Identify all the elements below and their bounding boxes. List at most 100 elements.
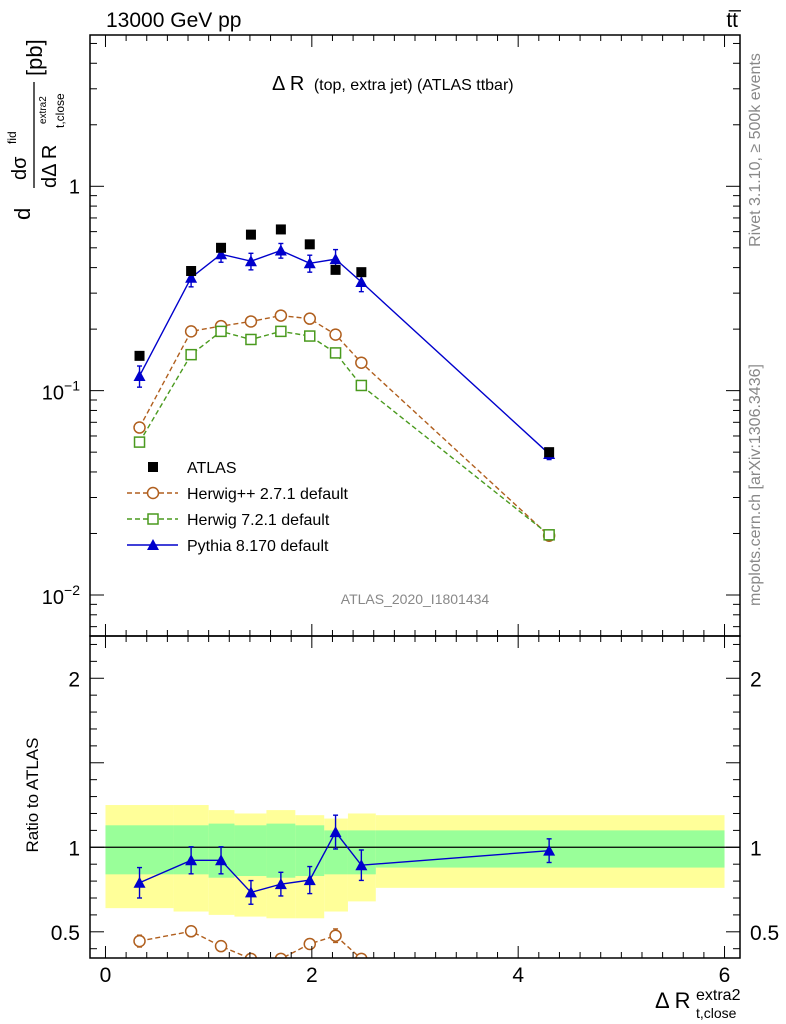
data-point bbox=[303, 312, 317, 325]
data-point bbox=[245, 333, 257, 346]
data-point bbox=[304, 330, 316, 342]
ylabel-prefix: d bbox=[10, 208, 35, 220]
series-line bbox=[138, 330, 550, 536]
xlabel-sup: extra2 bbox=[696, 987, 741, 1004]
legend-entry-pythia-8-170-default: Pythia 8.170 default bbox=[127, 538, 329, 555]
legend: ATLAS Herwig++ 2.7.1 default Herwig 7.2.1 … bbox=[127, 460, 349, 555]
data-point bbox=[133, 369, 146, 381]
x-tick-label: 0 bbox=[100, 964, 112, 987]
upper-ylabel: d dσ fid dΔ R t,close extra2 [pb] bbox=[5, 39, 67, 220]
ratio-point bbox=[133, 876, 146, 888]
ratio-y-tick-label: 1 bbox=[68, 837, 80, 860]
lower-ylabel: Ratio to ATLAS bbox=[23, 738, 42, 853]
legend-entry-herwig-2-7-1-default: Herwig++ 2.7.1 default bbox=[127, 486, 349, 503]
data-point bbox=[329, 347, 342, 359]
ylabel-denominator: dΔ R bbox=[39, 145, 61, 188]
y-tick-label: 10−1 bbox=[42, 378, 80, 405]
data-point bbox=[215, 248, 228, 260]
ratio-point bbox=[329, 826, 342, 838]
data-point bbox=[355, 276, 368, 288]
legend-marker bbox=[148, 462, 158, 472]
ylabel-unit: [pb] bbox=[22, 39, 47, 76]
x-axis-label: Δ R extra2 t,close bbox=[655, 987, 741, 1021]
ratio-point bbox=[274, 952, 288, 958]
ratio-point bbox=[215, 854, 228, 866]
data-point bbox=[185, 271, 198, 283]
series-pythia-8-170-default bbox=[133, 242, 556, 461]
data-point bbox=[544, 447, 555, 458]
legend-marker bbox=[146, 486, 160, 500]
ylabel-numerator-sup: fid bbox=[5, 131, 19, 144]
y-tick-label: 1 bbox=[69, 176, 80, 198]
series-herwig-7-2-1-default bbox=[133, 325, 555, 541]
data-point bbox=[274, 309, 288, 322]
legend-marker bbox=[147, 513, 159, 525]
series-line bbox=[138, 249, 550, 455]
data-point bbox=[329, 253, 342, 265]
legend-entry-atlas: ATLAS bbox=[148, 460, 237, 477]
ratio-point bbox=[355, 952, 368, 958]
legend-label: ATLAS bbox=[187, 460, 237, 477]
ratio-point bbox=[214, 939, 228, 953]
ratio-y-tick-label-right: 2 bbox=[750, 668, 762, 691]
ratio-pythia-8-170-default bbox=[133, 814, 556, 905]
analysis-label: ATLAS_2020_I1801434 bbox=[341, 591, 490, 607]
data-point bbox=[216, 242, 227, 253]
inner-band-bin bbox=[105, 825, 174, 875]
ratio-point bbox=[329, 929, 342, 942]
ratio-point bbox=[185, 854, 198, 866]
ylabel-denominator-sub: t,close bbox=[53, 93, 67, 128]
data-point bbox=[244, 315, 258, 328]
main-title: Δ R (top, extra jet) (ATLAS ttbar) bbox=[272, 73, 514, 95]
ratio-point bbox=[244, 886, 257, 898]
ratio-point bbox=[355, 859, 368, 871]
ratio-point bbox=[274, 878, 287, 890]
data-point bbox=[274, 244, 287, 256]
ratio-y-tick-label: 2 bbox=[68, 668, 80, 691]
legend-label: Herwig 7.2.1 default bbox=[187, 512, 330, 529]
legend-label: Pythia 8.170 default bbox=[187, 538, 329, 555]
ylabel-denominator-sup: extra2 bbox=[38, 96, 49, 124]
x-tick-label: 4 bbox=[512, 964, 524, 987]
upper-plot: 1 10−1 10−2 bbox=[42, 34, 741, 637]
series-herwig-2-7-1-default bbox=[133, 309, 556, 542]
mcplots-note: mcplots.cern.ch [arXiv:1306.3436] bbox=[747, 364, 764, 606]
data-point bbox=[184, 325, 198, 338]
xlabel-main: Δ R bbox=[655, 988, 690, 1013]
data-point bbox=[303, 257, 316, 269]
ratio-y-tick-label-right: 0.5 bbox=[750, 922, 779, 945]
x-tick-label: 2 bbox=[306, 964, 318, 987]
ylabel-numerator: dσ bbox=[9, 156, 31, 180]
ratio-herwig-2-7-1-default bbox=[133, 925, 368, 958]
inner-band-bin bbox=[234, 825, 267, 877]
data-point bbox=[543, 529, 555, 541]
ratio-point bbox=[244, 952, 258, 958]
main-title-symbol: Δ R bbox=[272, 73, 304, 95]
data-point bbox=[355, 379, 368, 392]
data-point bbox=[133, 436, 146, 448]
ratio-point bbox=[543, 844, 556, 856]
data-point bbox=[304, 239, 315, 250]
ratio-y-tick-label: 0.5 bbox=[51, 922, 80, 945]
data-point bbox=[134, 350, 145, 361]
data-point bbox=[330, 264, 341, 275]
process-label: tt̅ bbox=[726, 9, 742, 32]
data-point bbox=[133, 421, 146, 434]
data-point bbox=[355, 356, 368, 369]
lower-data bbox=[90, 805, 740, 958]
ratio-y-tick-label-right: 1 bbox=[750, 837, 762, 860]
energy-label: 13000 GeV pp bbox=[106, 9, 241, 32]
main-title-sub: (top, extra jet) (ATLAS ttbar) bbox=[314, 77, 514, 94]
data-point bbox=[185, 348, 197, 361]
data-point bbox=[356, 267, 367, 278]
inner-band-bin bbox=[266, 823, 296, 878]
ratio-point bbox=[133, 934, 146, 948]
ratio-point bbox=[303, 874, 316, 886]
rivet-note: Rivet 3.1.10, ≥ 500k events bbox=[747, 53, 764, 247]
ratio-point bbox=[303, 937, 317, 951]
data-point bbox=[186, 266, 197, 277]
data-point bbox=[244, 255, 257, 267]
data-point bbox=[275, 325, 287, 338]
series-atlas bbox=[134, 224, 555, 458]
